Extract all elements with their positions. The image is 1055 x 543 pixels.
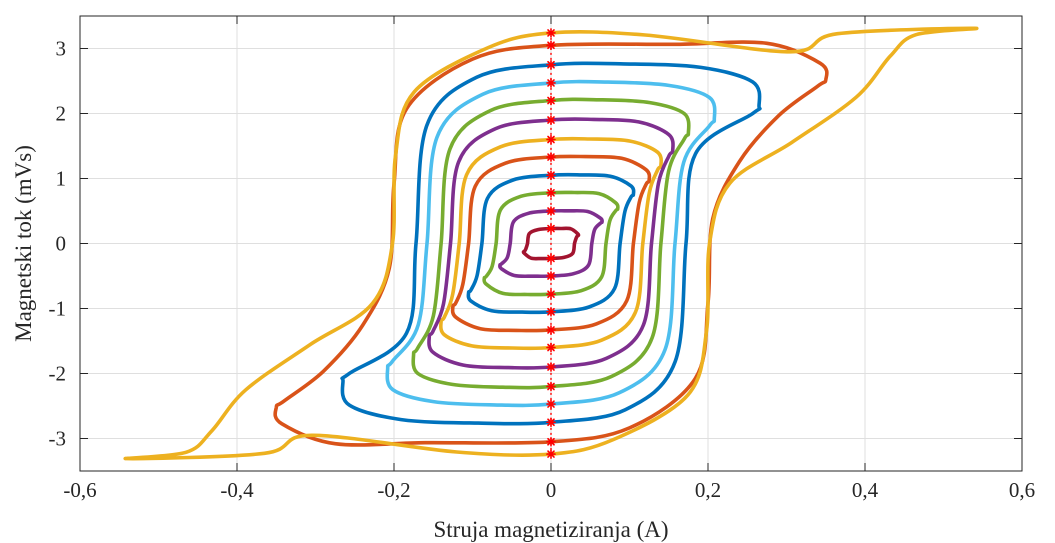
remanence-marker xyxy=(546,152,556,162)
remanence-marker xyxy=(546,306,556,317)
hysteresis-loop xyxy=(521,226,581,261)
x-tick-label: 0,2 xyxy=(695,478,721,502)
y-tick-label: 2 xyxy=(56,102,67,126)
x-tick-label: 0 xyxy=(546,478,557,502)
hysteresis-loop xyxy=(385,79,717,408)
remanence-marker xyxy=(546,399,556,409)
remanence-marker xyxy=(546,436,556,447)
x-tick-label: -0,2 xyxy=(377,478,410,502)
remanence-marker xyxy=(546,325,556,335)
remanence-marker xyxy=(546,253,556,264)
y-tick-label: -3 xyxy=(49,427,67,451)
hysteresis-loop xyxy=(438,136,664,351)
remanence-marker xyxy=(546,78,556,88)
remanence-markers xyxy=(546,28,556,459)
remanence-marker xyxy=(546,223,556,234)
remanence-marker xyxy=(546,134,556,145)
remanence-marker xyxy=(546,206,556,216)
x-tick-label: 0,6 xyxy=(1009,478,1035,502)
y-tick-label: 0 xyxy=(56,232,67,256)
remanence-marker xyxy=(546,381,556,392)
remanence-marker xyxy=(546,115,556,125)
remanence-marker xyxy=(546,95,556,106)
hysteresis-loop xyxy=(450,154,652,333)
remanence-marker xyxy=(546,417,556,428)
remanence-marker xyxy=(546,59,556,70)
y-tick-label: 1 xyxy=(56,167,67,191)
remanence-marker xyxy=(546,28,556,38)
remanence-marker xyxy=(546,289,556,300)
axis-ticks xyxy=(79,16,1023,471)
remanence-marker xyxy=(546,362,556,372)
hysteresis-loops xyxy=(123,26,979,461)
hysteresis-loop xyxy=(340,61,762,426)
x-axis-label: Struja magnetiziranja (A) xyxy=(433,517,668,542)
remanence-marker xyxy=(546,170,556,181)
y-tick-label: 3 xyxy=(56,37,67,61)
y-tick-label: -1 xyxy=(49,297,67,321)
x-tick-labels: -0,6 -0,4 -0,2 0 0,2 0,4 0,6 xyxy=(63,478,1035,502)
y-axis-label: Magnetski tok (mVs) xyxy=(11,145,36,342)
x-tick-label: -0,4 xyxy=(220,478,254,502)
remanence-marker xyxy=(546,271,556,281)
hysteresis-loop xyxy=(482,190,620,297)
hysteresis-loop xyxy=(427,117,675,370)
remanence-marker xyxy=(546,188,556,198)
y-tick-label: -2 xyxy=(49,362,67,386)
x-tick-label: -0,6 xyxy=(63,478,96,502)
hysteresis-loop xyxy=(123,26,979,461)
hysteresis-loop xyxy=(411,97,691,390)
x-tick-label: 0,4 xyxy=(852,478,879,502)
hysteresis-loop xyxy=(498,208,604,279)
hysteresis-loop xyxy=(466,172,636,315)
remanence-marker xyxy=(546,40,556,51)
remanence-marker xyxy=(546,342,556,353)
remanence-marker xyxy=(546,449,556,459)
y-tick-labels: -3 -2 -1 0 1 2 3 xyxy=(49,37,67,451)
